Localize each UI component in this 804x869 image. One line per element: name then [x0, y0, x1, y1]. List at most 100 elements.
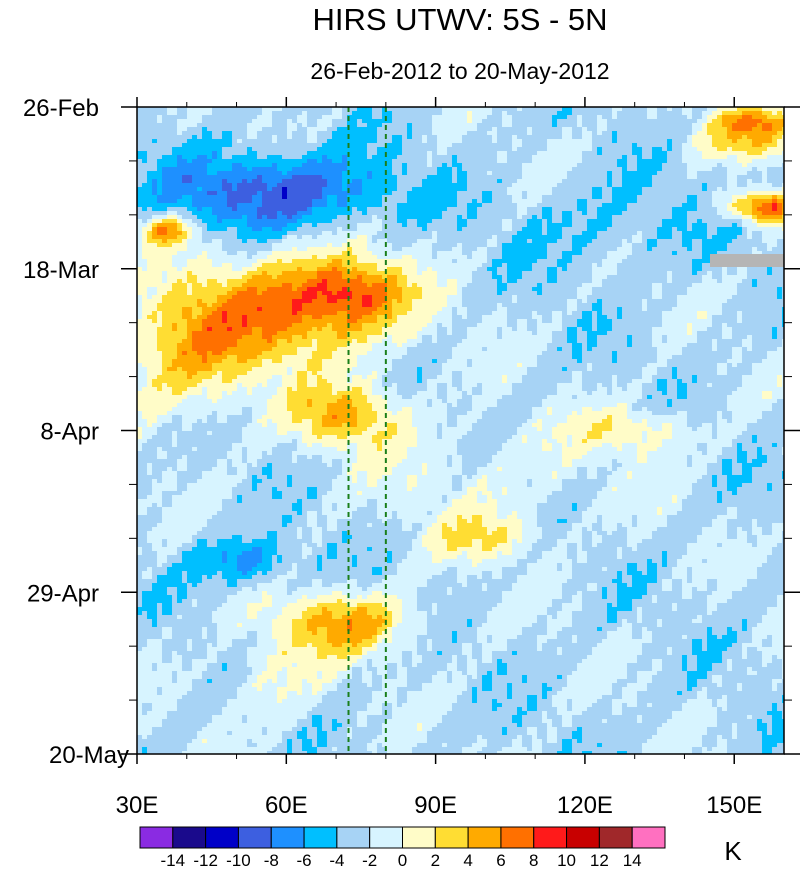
- field-cell: [252, 215, 258, 220]
- field-cell: [677, 111, 683, 116]
- field-cell: [597, 191, 603, 196]
- field-cell: [227, 179, 233, 184]
- field-cell: [387, 111, 393, 116]
- field-cell: [522, 227, 528, 232]
- field-cell: [552, 135, 558, 140]
- field-cell: [522, 235, 528, 240]
- field-cell: [432, 167, 438, 172]
- field-cell: [207, 175, 213, 180]
- field-cell: [752, 239, 758, 244]
- field-cell: [327, 167, 333, 172]
- field-cell: [597, 195, 603, 200]
- field-cell: [497, 243, 503, 248]
- field-cell: [177, 135, 183, 140]
- field-cell: [567, 175, 573, 180]
- field-cell: [502, 235, 508, 240]
- field-cell: [697, 255, 703, 260]
- field-cell: [187, 155, 193, 160]
- field-cell: [482, 231, 488, 236]
- field-cell: [302, 171, 308, 176]
- field-cell: [537, 115, 543, 120]
- field-cell: [332, 215, 338, 220]
- field-cell: [762, 131, 768, 136]
- field-cell: [392, 127, 398, 132]
- field-cell: [292, 167, 298, 172]
- field-cell: [702, 155, 708, 160]
- field-cell: [677, 171, 683, 176]
- field-cell: [537, 199, 543, 204]
- field-cell: [372, 259, 378, 264]
- field-cell: [292, 123, 298, 128]
- field-cell: [377, 183, 383, 188]
- field-cell: [772, 235, 778, 240]
- field-cell: [327, 223, 333, 228]
- field-cell: [357, 111, 363, 116]
- field-cell: [377, 207, 383, 212]
- field-cell: [462, 183, 468, 188]
- field-cell: [552, 203, 558, 208]
- field-cell: [482, 131, 488, 136]
- field-cell: [737, 239, 743, 244]
- field-cell: [297, 243, 303, 248]
- field-cell: [702, 143, 708, 148]
- field-cell: [582, 151, 588, 156]
- field-cell: [747, 171, 753, 176]
- field-cell: [772, 135, 778, 140]
- field-cell: [767, 131, 773, 136]
- field-cell: [497, 247, 503, 252]
- field-cell: [462, 215, 468, 220]
- field-cell: [547, 175, 553, 180]
- field-cell: [182, 195, 188, 200]
- field-cell: [337, 119, 343, 124]
- field-cell: [217, 123, 223, 128]
- field-cell: [597, 187, 603, 192]
- field-cell: [147, 203, 153, 208]
- field-cell: [212, 219, 218, 224]
- field-cell: [152, 159, 158, 164]
- field-cell: [542, 235, 548, 240]
- field-cell: [602, 123, 608, 128]
- field-cell: [412, 247, 418, 252]
- field-cell: [252, 223, 258, 228]
- field-cell: [407, 111, 413, 116]
- field-cell: [597, 159, 603, 164]
- field-cell: [612, 243, 618, 248]
- field-cell: [177, 119, 183, 124]
- field-cell: [332, 231, 338, 236]
- field-cell: [752, 131, 758, 136]
- field-cell: [357, 215, 363, 220]
- field-cell: [592, 199, 598, 204]
- field-cell: [307, 139, 313, 144]
- field-cell: [707, 199, 713, 204]
- field-cell: [692, 207, 698, 212]
- field-cell: [777, 135, 783, 140]
- field-cell: [477, 159, 483, 164]
- field-cell: [652, 231, 658, 236]
- field-cell: [167, 159, 173, 164]
- field-cell: [712, 187, 718, 192]
- field-cell: [207, 227, 213, 232]
- field-cell: [262, 255, 268, 260]
- field-cell: [752, 183, 758, 188]
- field-cell: [262, 223, 268, 228]
- field-cell: [572, 131, 578, 136]
- field-cell: [762, 223, 768, 228]
- field-cell: [742, 247, 748, 252]
- field-cell: [272, 123, 278, 128]
- field-cell: [257, 143, 263, 148]
- field-cell: [757, 163, 763, 168]
- field-cell: [437, 139, 443, 144]
- field-cell: [257, 195, 263, 200]
- field-cell: [397, 171, 403, 176]
- field-cell: [302, 243, 308, 248]
- field-cell: [717, 187, 723, 192]
- field-cell: [697, 167, 703, 172]
- field-cell: [562, 155, 568, 160]
- field-cell: [727, 175, 733, 180]
- field-cell: [477, 119, 483, 124]
- field-cell: [547, 215, 553, 220]
- field-cell: [162, 163, 168, 168]
- field-cell: [307, 135, 313, 140]
- field-cell: [622, 203, 628, 208]
- field-cell: [402, 119, 408, 124]
